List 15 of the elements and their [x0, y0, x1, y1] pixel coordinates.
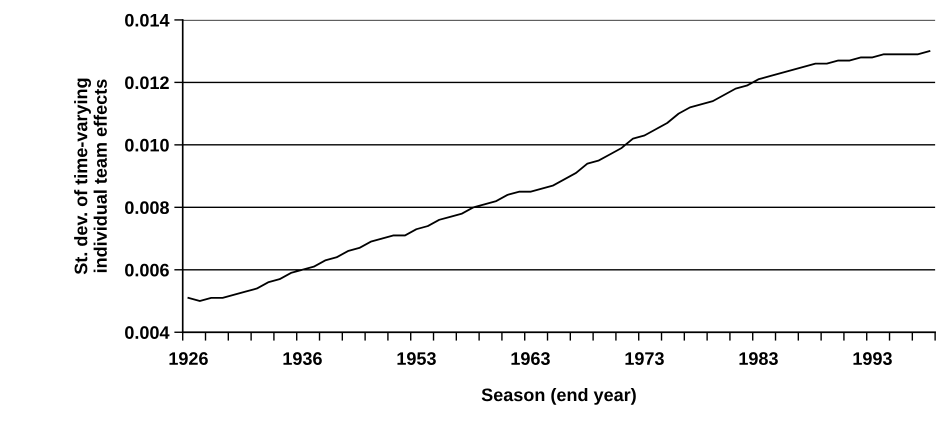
- x-tick-label: 1936: [283, 352, 322, 365]
- y-axis-title: St. dev. of time-varying individual team effects: [74, 78, 107, 274]
- x-tick-label: 1953: [397, 352, 436, 365]
- y-tick-label: 0.004: [125, 326, 170, 339]
- x-tick-label: 1926: [169, 352, 208, 365]
- y-tick-label: 0.010: [125, 138, 169, 152]
- x-tick-label: 1973: [625, 352, 664, 365]
- y-tick-label: 0.014: [125, 14, 170, 27]
- x-axis-title: Season (end year): [482, 388, 636, 405]
- x-tick-label: 1983: [739, 352, 778, 365]
- y-tick-label: 0.008: [125, 201, 169, 214]
- x-tick-label: 1993: [853, 352, 892, 365]
- y-tick-label: 0.012: [125, 76, 169, 90]
- y-tick-label: 0.006: [125, 264, 169, 277]
- x-tick-label: 1963: [511, 352, 550, 365]
